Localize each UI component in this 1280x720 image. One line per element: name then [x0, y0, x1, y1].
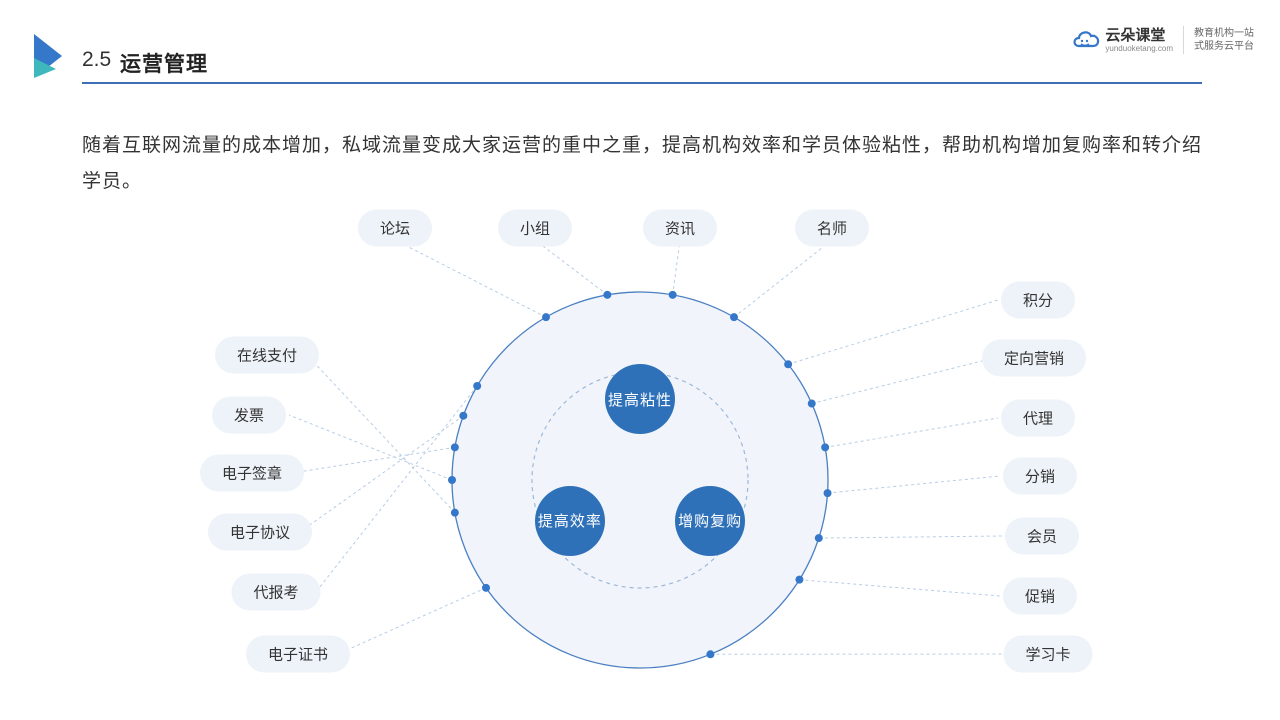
feature-pill: 资讯	[643, 210, 717, 247]
feature-pill: 分销	[1003, 458, 1077, 495]
feature-pill: 电子协议	[208, 514, 312, 551]
feature-pill: 代报考	[231, 574, 320, 611]
feature-pill: 论坛	[358, 210, 432, 247]
feature-pill: 定向营销	[982, 340, 1086, 377]
feature-pill: 积分	[1001, 282, 1075, 319]
feature-pill: 小组	[498, 210, 572, 247]
operations-diagram: 提高粘性提高效率增购复购 论坛 小组 资讯 名师在线支付发票电子签章电子协议代报考电子证…	[0, 0, 1280, 720]
hub-node: 增购复购	[675, 486, 745, 556]
feature-pill: 代理	[1001, 400, 1075, 437]
feature-pill: 发票	[212, 397, 286, 434]
feature-pill: 促销	[1003, 578, 1077, 615]
feature-pill: 名师	[795, 210, 869, 247]
feature-pill: 电子签章	[200, 455, 304, 492]
feature-pill: 电子证书	[246, 636, 350, 673]
feature-pill: 在线支付	[215, 337, 319, 374]
feature-pill: 会员	[1005, 518, 1079, 555]
hub-node: 提高效率	[535, 486, 605, 556]
feature-pill: 学习卡	[1003, 636, 1092, 673]
hub-node: 提高粘性	[605, 364, 675, 434]
